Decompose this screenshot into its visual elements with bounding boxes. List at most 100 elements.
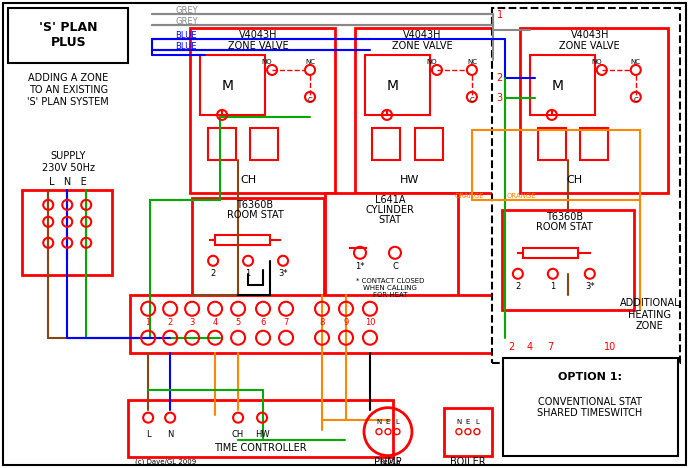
Text: N: N bbox=[376, 419, 382, 424]
Bar bbox=[208, 128, 236, 160]
Text: 2: 2 bbox=[509, 342, 515, 352]
Text: NO: NO bbox=[426, 59, 437, 65]
Text: 3: 3 bbox=[497, 93, 503, 103]
Bar bbox=[22, 190, 112, 275]
Text: 2: 2 bbox=[168, 318, 172, 327]
Text: 10: 10 bbox=[365, 318, 375, 327]
Bar bbox=[190, 28, 335, 193]
Text: 5: 5 bbox=[235, 318, 241, 327]
Text: NC: NC bbox=[305, 59, 315, 65]
Text: C: C bbox=[308, 97, 313, 103]
Text: GREY: GREY bbox=[175, 7, 198, 15]
Bar bbox=[250, 128, 278, 160]
Text: 1: 1 bbox=[550, 282, 555, 291]
Text: 1: 1 bbox=[146, 318, 151, 327]
Text: HW: HW bbox=[400, 175, 420, 185]
Text: STAT: STAT bbox=[378, 215, 402, 225]
Bar bbox=[580, 128, 608, 160]
Bar bbox=[130, 295, 520, 353]
Text: E: E bbox=[466, 419, 470, 424]
Text: V4043H: V4043H bbox=[239, 30, 277, 40]
Text: 2: 2 bbox=[497, 73, 503, 83]
Text: 1: 1 bbox=[246, 269, 250, 278]
Bar bbox=[215, 235, 270, 245]
Text: PUMP: PUMP bbox=[374, 457, 402, 467]
Text: 2: 2 bbox=[515, 282, 520, 291]
Text: E: E bbox=[386, 419, 390, 424]
Text: 9: 9 bbox=[344, 318, 348, 327]
Text: 10: 10 bbox=[604, 342, 616, 352]
Text: 4: 4 bbox=[526, 342, 533, 352]
Text: NC: NC bbox=[467, 59, 477, 65]
Text: 1*: 1* bbox=[355, 262, 365, 271]
Text: CH: CH bbox=[566, 175, 583, 185]
Text: M: M bbox=[552, 79, 564, 93]
Text: ZONE VALVE: ZONE VALVE bbox=[392, 41, 452, 51]
Text: ZONE VALVE: ZONE VALVE bbox=[228, 41, 288, 51]
Text: 8: 8 bbox=[319, 318, 325, 327]
Text: 'S' PLAN
PLUS: 'S' PLAN PLUS bbox=[39, 21, 97, 49]
Text: SUPPLY
230V 50Hz: SUPPLY 230V 50Hz bbox=[41, 151, 95, 173]
Bar bbox=[415, 128, 443, 160]
Text: (c) Dave/GL 2009: (c) Dave/GL 2009 bbox=[135, 458, 197, 465]
Text: 4: 4 bbox=[213, 318, 218, 327]
Text: BLUE: BLUE bbox=[175, 43, 197, 51]
Text: ZONE VALVE: ZONE VALVE bbox=[560, 41, 620, 51]
Bar bbox=[538, 128, 566, 160]
Bar bbox=[128, 400, 393, 457]
Text: M: M bbox=[222, 79, 234, 93]
Text: V4043H: V4043H bbox=[403, 30, 441, 40]
Text: ROOM STAT: ROOM STAT bbox=[536, 222, 593, 232]
Text: C: C bbox=[633, 97, 638, 103]
Text: 7: 7 bbox=[284, 318, 288, 327]
Text: ORANGE: ORANGE bbox=[455, 193, 484, 199]
Bar bbox=[372, 128, 400, 160]
Bar bbox=[520, 28, 668, 193]
Text: HW: HW bbox=[255, 430, 269, 439]
Bar bbox=[325, 193, 458, 338]
Text: C: C bbox=[469, 97, 474, 103]
Text: BOILER: BOILER bbox=[450, 457, 486, 467]
Text: NO: NO bbox=[591, 59, 602, 65]
Text: L641A: L641A bbox=[375, 195, 405, 205]
Text: L: L bbox=[475, 419, 479, 424]
Text: CH: CH bbox=[232, 430, 244, 439]
Bar bbox=[530, 55, 595, 115]
Text: CH: CH bbox=[240, 175, 256, 185]
Text: L   N   E: L N E bbox=[50, 177, 87, 187]
Text: NC: NC bbox=[631, 59, 641, 65]
Text: OPTION 1:: OPTION 1: bbox=[558, 372, 622, 382]
Text: N: N bbox=[167, 430, 173, 439]
Text: 3*: 3* bbox=[585, 282, 595, 291]
Text: CYLINDER: CYLINDER bbox=[366, 205, 415, 215]
Text: CONVENTIONAL STAT
SHARED TIMESWITCH: CONVENTIONAL STAT SHARED TIMESWITCH bbox=[538, 397, 642, 418]
Text: ORANGE: ORANGE bbox=[507, 193, 537, 199]
Text: M: M bbox=[387, 79, 399, 93]
Bar bbox=[365, 55, 430, 115]
Bar bbox=[502, 210, 634, 310]
Text: C: C bbox=[392, 262, 398, 271]
Text: T6360B: T6360B bbox=[546, 212, 583, 222]
Text: GREY: GREY bbox=[175, 17, 198, 27]
Text: 1: 1 bbox=[497, 10, 503, 20]
Text: L: L bbox=[146, 430, 150, 439]
Text: ADDING A ZONE
TO AN EXISTING
'S' PLAN SYSTEM: ADDING A ZONE TO AN EXISTING 'S' PLAN SY… bbox=[28, 73, 109, 107]
Text: 3: 3 bbox=[190, 318, 195, 327]
Text: NO: NO bbox=[262, 59, 273, 65]
Text: ADDITIONAL
HEATING
ZONE: ADDITIONAL HEATING ZONE bbox=[620, 298, 680, 331]
Text: 2: 2 bbox=[210, 269, 216, 278]
Bar bbox=[8, 8, 128, 63]
Text: L: L bbox=[395, 419, 399, 424]
Text: 6: 6 bbox=[260, 318, 266, 327]
Text: BLUE: BLUE bbox=[175, 31, 197, 40]
Bar bbox=[523, 248, 578, 258]
Text: V4043H: V4043H bbox=[571, 30, 609, 40]
Text: TIME CONTROLLER: TIME CONTROLLER bbox=[214, 443, 306, 453]
Bar bbox=[200, 55, 265, 115]
Text: Rev1a: Rev1a bbox=[380, 459, 401, 465]
Bar bbox=[444, 408, 492, 456]
Bar bbox=[355, 28, 500, 193]
Bar bbox=[192, 198, 324, 298]
Text: * CONTACT CLOSED
WHEN CALLING
FOR HEAT: * CONTACT CLOSED WHEN CALLING FOR HEAT bbox=[356, 278, 424, 298]
Text: 3*: 3* bbox=[278, 269, 288, 278]
